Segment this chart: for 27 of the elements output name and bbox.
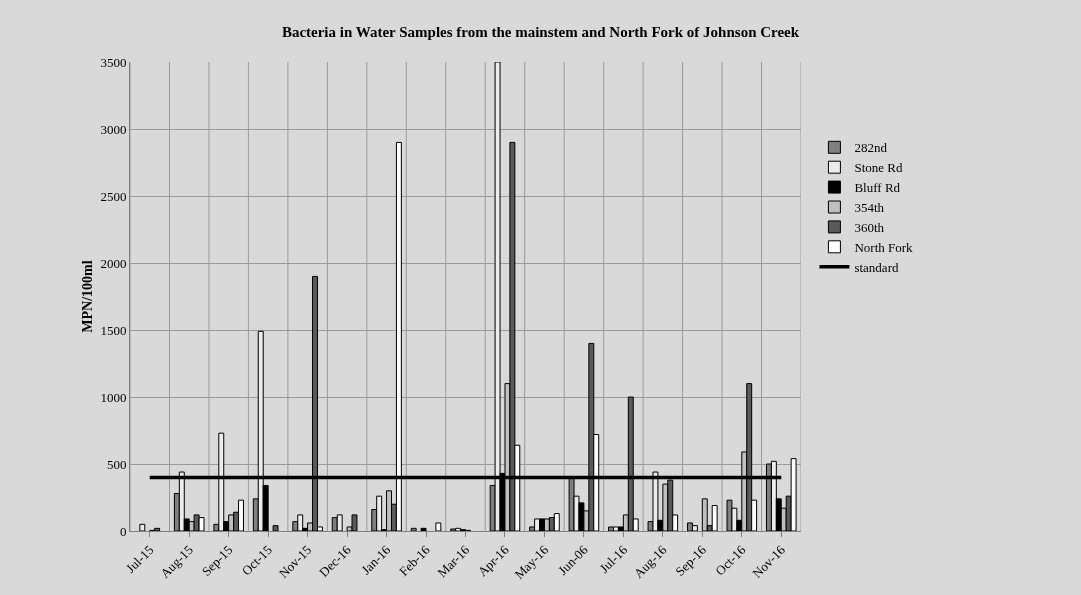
- y-tick-label: 0: [119, 523, 127, 539]
- bar: [272, 525, 279, 531]
- bar: [420, 527, 427, 531]
- legend-label: 360th: [854, 219, 885, 235]
- bar: [711, 505, 718, 531]
- legend-label: Bluff Rd: [854, 180, 901, 196]
- legend-label: 354th: [854, 200, 885, 216]
- bar: [336, 514, 343, 531]
- legend-label: 282nd: [854, 140, 888, 156]
- y-tick-label: 1500: [100, 322, 127, 338]
- legend-label: Stone Rd: [854, 160, 903, 176]
- y-axis-title: MPN/100ml: [80, 260, 95, 333]
- bar: [553, 513, 560, 531]
- legend-label: standard: [854, 259, 899, 275]
- bar: [691, 525, 698, 531]
- y-tick-label: 1000: [100, 389, 127, 405]
- bar: [701, 498, 708, 531]
- y-tick-label: 3500: [100, 54, 127, 70]
- bar: [139, 523, 146, 531]
- y-tick-label: 2500: [100, 188, 127, 204]
- bar: [790, 458, 797, 531]
- y-tick-label: 2000: [100, 255, 127, 271]
- y-tick-label: 500: [106, 456, 127, 472]
- legend-label: North Fork: [854, 239, 914, 255]
- y-tick-label: 3000: [100, 121, 127, 137]
- bar: [435, 522, 442, 531]
- chart-title: Bacteria in Water Samples from the mainstem and North Fork of Johnson Creek: [281, 24, 800, 41]
